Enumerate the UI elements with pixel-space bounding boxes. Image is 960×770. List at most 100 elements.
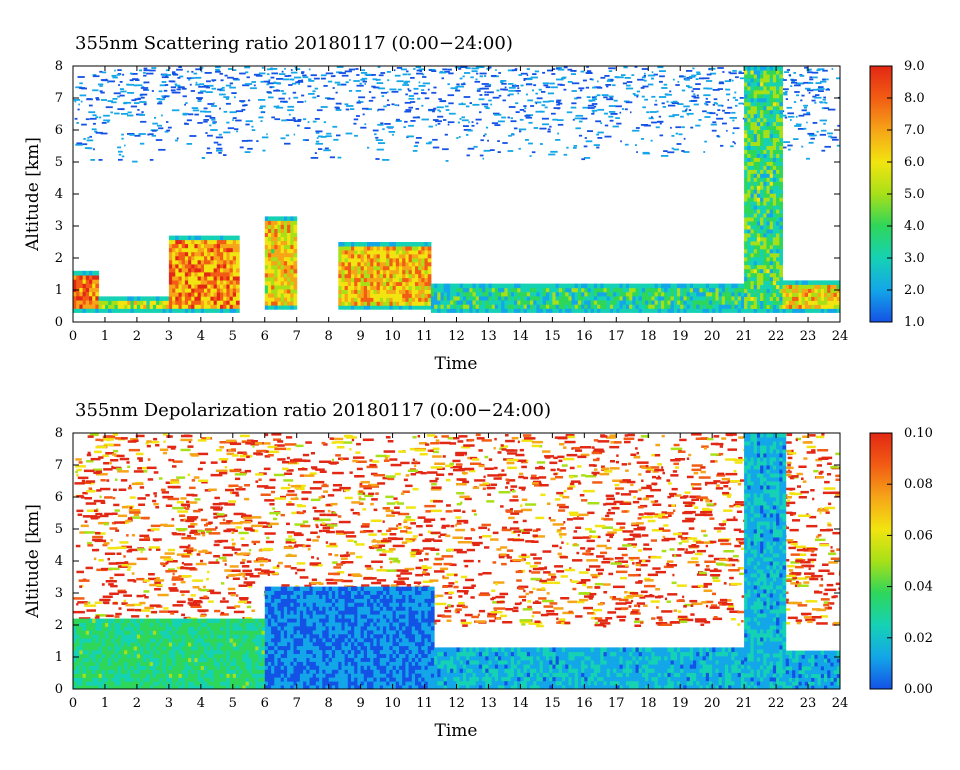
heatmap-cell: [156, 98, 160, 100]
heatmap-cell: [626, 84, 631, 87]
heatmap-cell: [814, 300, 819, 305]
heatmap-cell: [763, 93, 767, 99]
heatmap-cell: [256, 140, 259, 142]
heatmap-cell: [373, 246, 378, 251]
x-tick-label: 16: [576, 329, 593, 344]
heatmap-cell: [756, 169, 761, 174]
heatmap-cell: [231, 491, 239, 495]
heatmap-cell: [437, 122, 441, 125]
heatmap-cell: [347, 297, 352, 302]
heatmap-cell: [188, 292, 192, 297]
heatmap-cell: [427, 242, 432, 247]
heatmap-cell: [175, 247, 179, 253]
heatmap-cell: [271, 224, 275, 229]
heatmap-cell: [517, 92, 520, 95]
heatmap-cell: [166, 121, 169, 123]
heatmap-cell: [200, 280, 205, 285]
heatmap-cell: [587, 283, 592, 289]
heatmap-cell: [769, 296, 774, 301]
heatmap-cell: [577, 465, 582, 468]
heatmap-cell: [763, 169, 767, 174]
heatmap-cell: [651, 482, 658, 485]
heatmap-cell: [739, 77, 746, 80]
heatmap-cell: [549, 291, 553, 297]
heatmap-cell: [766, 89, 771, 95]
heatmap-cell: [750, 272, 755, 278]
heatmap-cell: [152, 122, 158, 125]
heatmap-cell: [801, 304, 806, 309]
heatmap-cell: [178, 280, 183, 285]
heatmap-cell: [402, 269, 406, 275]
heatmap-cell: [168, 247, 173, 253]
heatmap-cell: [809, 78, 814, 81]
heatmap-cell: [484, 105, 489, 108]
heatmap-cell: [181, 284, 186, 289]
heatmap-cell: [702, 295, 707, 301]
heatmap-cell: [99, 70, 103, 73]
heatmap-cell: [464, 613, 473, 617]
heatmap-cell: [270, 76, 275, 79]
heatmap-cell: [284, 67, 286, 70]
heatmap-cell: [287, 220, 291, 225]
heatmap-cell: [113, 449, 119, 453]
heatmap-cell: [625, 287, 630, 293]
heatmap-cell: [267, 240, 272, 246]
heatmap-cell: [471, 70, 478, 73]
heatmap-cell: [634, 66, 638, 68]
heatmap-cell: [766, 129, 771, 135]
heatmap-cell: [766, 300, 771, 305]
heatmap-cell: [469, 304, 473, 309]
heatmap-cell: [756, 252, 761, 258]
heatmap-cell: [574, 304, 579, 309]
heatmap-cell: [197, 296, 202, 301]
heatmap-cell: [299, 474, 305, 477]
heatmap-cell: [772, 225, 777, 230]
heatmap-cell: [571, 287, 576, 293]
heatmap-cell: [779, 157, 783, 162]
heatmap-cell: [808, 82, 814, 84]
heatmap-cell: [498, 94, 502, 97]
heatmap-cell: [440, 100, 446, 102]
heatmap-cell: [750, 77, 755, 83]
heatmap-cell: [763, 268, 767, 274]
heatmap-cell: [229, 292, 234, 297]
heatmap-cell: [629, 283, 633, 289]
heatmap-cell: [654, 295, 659, 301]
heatmap-cell: [80, 100, 83, 103]
heatmap-cell: [200, 292, 205, 297]
heatmap-cell: [793, 72, 797, 74]
heatmap-cell: [638, 304, 643, 309]
heatmap-cell: [718, 300, 723, 305]
heatmap-cell: [268, 96, 274, 99]
heatmap-cell: [341, 301, 346, 306]
heatmap-cell: [386, 273, 390, 279]
heatmap-cell: [236, 255, 240, 261]
heatmap-cell: [808, 567, 811, 570]
heatmap-cell: [408, 97, 415, 100]
heatmap-cell: [159, 98, 165, 101]
heatmap-cell: [776, 81, 780, 87]
heatmap-cell: [392, 281, 397, 286]
heatmap-cell: [217, 143, 222, 146]
heatmap-cell: [408, 265, 413, 271]
heatmap-cell: [603, 295, 608, 301]
heatmap-cell: [709, 308, 713, 313]
heatmap-cell: [347, 269, 352, 275]
heatmap-cell: [744, 133, 748, 139]
heatmap-cell: [593, 105, 597, 108]
heatmap-cell: [421, 253, 425, 259]
heatmap-cell: [616, 295, 620, 301]
heatmap-cell: [515, 102, 519, 105]
heatmap-cell: [484, 91, 487, 94]
heatmap-cell: [120, 308, 125, 313]
heatmap-cell: [824, 145, 831, 148]
heatmap-cell: [664, 304, 668, 309]
heatmap-cell: [641, 138, 645, 140]
heatmap-cell: [133, 296, 138, 301]
heatmap-cell: [204, 243, 208, 249]
heatmap-cell: [347, 305, 352, 310]
heatmap-cell: [489, 149, 495, 151]
heatmap-cell: [382, 520, 385, 523]
heatmap-cell: [648, 308, 652, 313]
heatmap-cell: [772, 121, 777, 127]
